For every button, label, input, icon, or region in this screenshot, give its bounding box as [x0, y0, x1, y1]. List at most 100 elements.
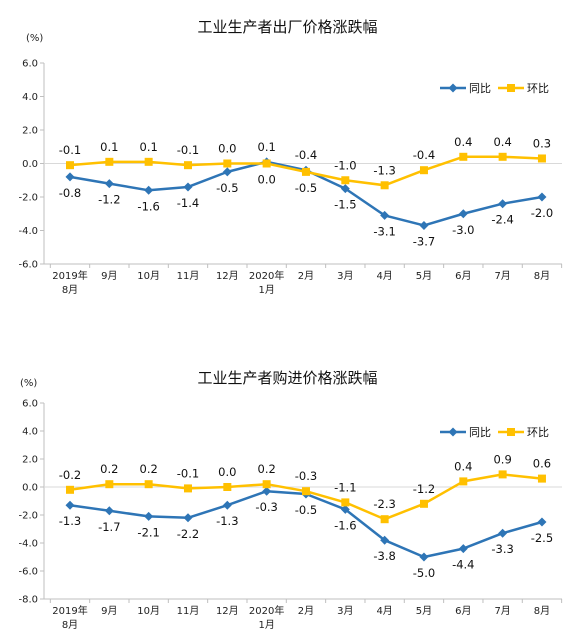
data-label-yoy: -2.1	[137, 525, 159, 539]
data-point-mom	[105, 480, 114, 489]
x-tick-label: 2019年	[52, 269, 87, 282]
y-tick-label: 0.0	[22, 483, 38, 494]
data-label-mom: -0.1	[177, 143, 199, 157]
data-label-yoy: -0.4	[295, 148, 317, 162]
legend-marker-mom	[507, 428, 515, 436]
data-label-mom: 0.0	[258, 173, 276, 187]
x-tick-label: 5月	[416, 605, 432, 617]
data-point-mom	[301, 167, 310, 176]
data-label-yoy: -3.7	[413, 234, 435, 248]
data-point-mom	[419, 166, 428, 175]
x-tick-label: 7月	[494, 605, 510, 617]
x-tick-label: 11月	[177, 605, 200, 617]
data-point-yoy	[65, 172, 75, 182]
x-tick-label: 8月	[62, 619, 78, 631]
x-tick-label: 12月	[216, 605, 239, 617]
x-tick-label: 1月	[258, 619, 274, 631]
data-point-mom	[459, 152, 468, 161]
data-point-mom	[498, 470, 507, 479]
data-point-mom	[301, 487, 310, 496]
y-tick-label: -4.0	[18, 226, 38, 237]
x-tick-label: 7月	[494, 270, 510, 282]
data-point-mom	[341, 176, 350, 185]
x-tick-label: 3月	[337, 605, 353, 617]
y-tick-label: -2.0	[18, 193, 38, 204]
y-tick-label: 0.0	[22, 159, 38, 170]
data-label-mom: -0.5	[295, 181, 317, 195]
data-point-yoy	[498, 528, 508, 538]
legend-marker-mom	[507, 84, 515, 92]
data-label-yoy: -1.4	[177, 196, 199, 210]
x-tick-label: 10月	[137, 270, 160, 282]
data-point-yoy	[183, 182, 193, 192]
legend-label-mom: 环比	[527, 426, 549, 439]
data-label-yoy: -1.3	[59, 514, 81, 528]
y-tick-label: -6.0	[18, 260, 38, 271]
x-tick-label: 10月	[137, 605, 160, 617]
data-label-yoy: -1.7	[98, 520, 120, 534]
data-label-mom: 0.1	[100, 140, 118, 154]
x-tick-label: 4月	[376, 270, 392, 282]
x-tick-label: 12月	[216, 270, 239, 282]
data-point-yoy	[144, 511, 154, 521]
data-label-yoy: -0.8	[59, 186, 81, 200]
data-point-mom	[537, 154, 546, 163]
data-label-yoy: -2.5	[531, 531, 553, 545]
data-point-mom	[144, 480, 153, 489]
legend-label-yoy: 同比	[469, 426, 491, 439]
y-tick-label: 6.0	[22, 59, 38, 70]
data-point-mom	[223, 483, 232, 491]
data-point-mom	[380, 181, 389, 190]
x-tick-label: 2020年	[249, 269, 284, 282]
data-label-yoy: -1.3	[216, 514, 238, 528]
data-point-yoy	[104, 179, 114, 189]
data-label-mom: -1.3	[373, 163, 395, 177]
data-point-yoy	[340, 504, 350, 514]
data-point-mom	[183, 161, 192, 170]
x-tick-label: 11月	[177, 270, 200, 282]
x-tick-label: 5月	[416, 270, 432, 282]
y-tick-label: -6.0	[18, 567, 38, 578]
data-label-mom: -0.1	[177, 466, 199, 480]
data-label-mom: 0.0	[218, 142, 236, 156]
data-point-mom	[105, 157, 114, 166]
data-point-mom	[262, 480, 271, 489]
data-point-mom	[459, 477, 468, 486]
data-point-mom	[66, 485, 74, 494]
data-label-mom: 0.4	[454, 459, 472, 473]
x-tick-label: 2月	[298, 605, 314, 617]
data-point-mom	[419, 499, 428, 508]
data-label-yoy: -4.4	[452, 558, 474, 572]
data-label-yoy: 0.1	[258, 140, 276, 154]
y-tick-label: 6.0	[22, 399, 38, 410]
x-tick-label: 4月	[376, 605, 392, 617]
data-label-yoy: -0.5	[295, 503, 317, 517]
data-point-yoy	[537, 517, 547, 527]
data-point-yoy	[222, 167, 232, 177]
data-label-yoy: -3.1	[373, 224, 395, 238]
data-label-yoy: -3.8	[373, 549, 395, 563]
x-tick-label: 8月	[534, 605, 550, 617]
data-label-mom: -0.3	[295, 469, 317, 483]
data-point-mom	[223, 159, 232, 168]
data-label-yoy: -2.0	[531, 206, 553, 220]
data-point-yoy	[380, 210, 390, 220]
data-point-mom	[262, 159, 271, 168]
chart-2-unit: (%)	[20, 378, 38, 389]
legend-label-yoy: 同比	[469, 82, 491, 95]
data-point-mom	[537, 474, 546, 483]
y-tick-label: 2.0	[22, 455, 38, 466]
data-point-yoy	[419, 552, 429, 562]
y-tick-label: 4.0	[22, 92, 38, 103]
data-point-yoy	[458, 544, 468, 554]
x-tick-label: 2月	[298, 270, 314, 282]
data-label-yoy: -2.4	[491, 213, 513, 227]
x-tick-label: 6月	[455, 270, 471, 282]
data-point-mom	[498, 152, 507, 161]
data-label-yoy: -0.3	[255, 500, 277, 514]
data-point-yoy	[104, 506, 114, 516]
data-point-yoy	[380, 535, 390, 545]
data-label-mom: -1.2	[413, 482, 435, 496]
data-label-yoy: -1.2	[98, 193, 120, 207]
data-label-yoy: -1.5	[334, 198, 356, 212]
